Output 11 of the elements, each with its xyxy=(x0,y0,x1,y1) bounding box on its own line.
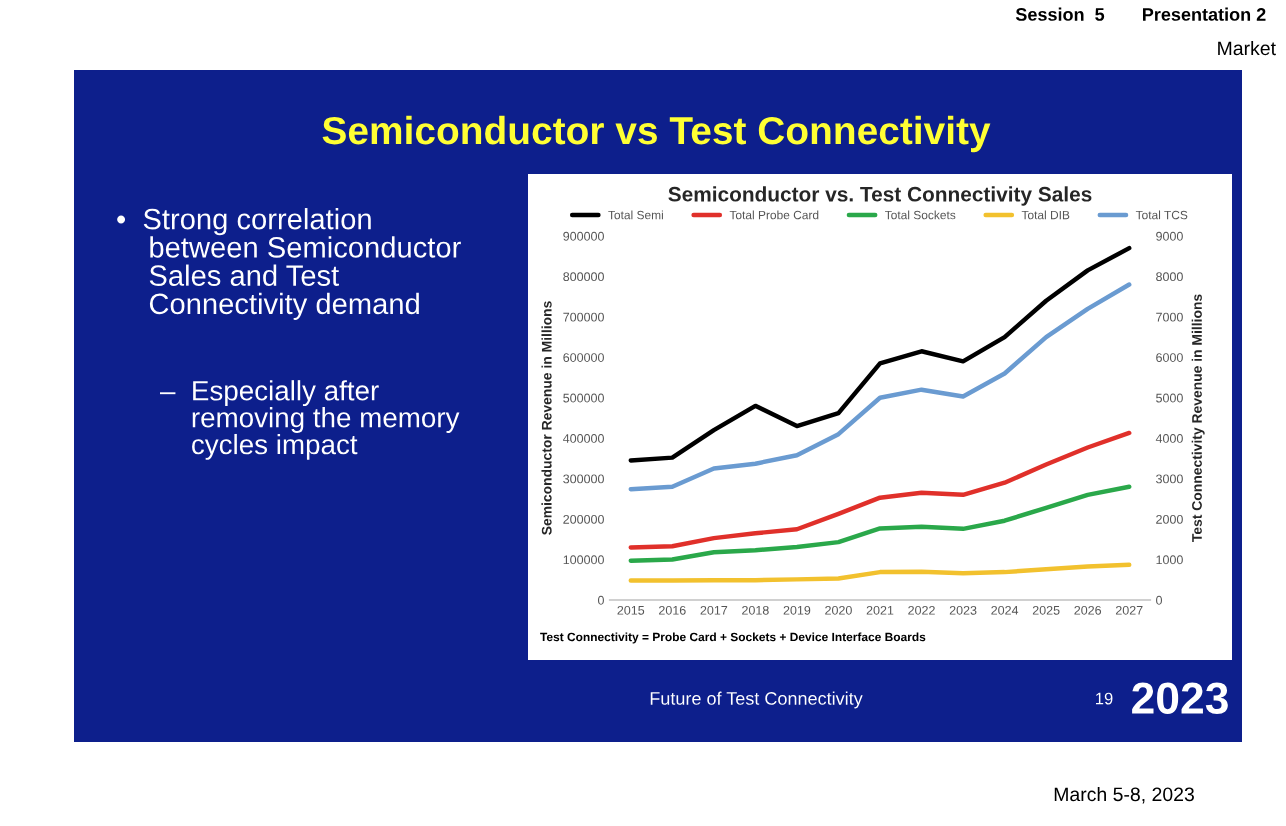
text: Market xyxy=(1218,40,1276,56)
text: Future of Test Connectivity xyxy=(650,691,863,709)
chart-title: Semiconductor vs. Test Connectivity Sales xyxy=(668,186,1092,206)
text: Session 5 xyxy=(1015,7,1105,21)
text: – Especially after removing the memory cycles impact xyxy=(160,380,460,460)
text: March 5-8, 2023 xyxy=(1054,786,1194,804)
text: Semiconductor vs Test Connectivity xyxy=(322,115,991,153)
text: 2023 xyxy=(1132,682,1228,714)
text: 19 xyxy=(1096,692,1113,705)
text: Presentation 2 xyxy=(1143,7,1266,21)
text: • Strong correlation between Semiconductor Sales and Test Connectivity demand xyxy=(117,208,461,320)
